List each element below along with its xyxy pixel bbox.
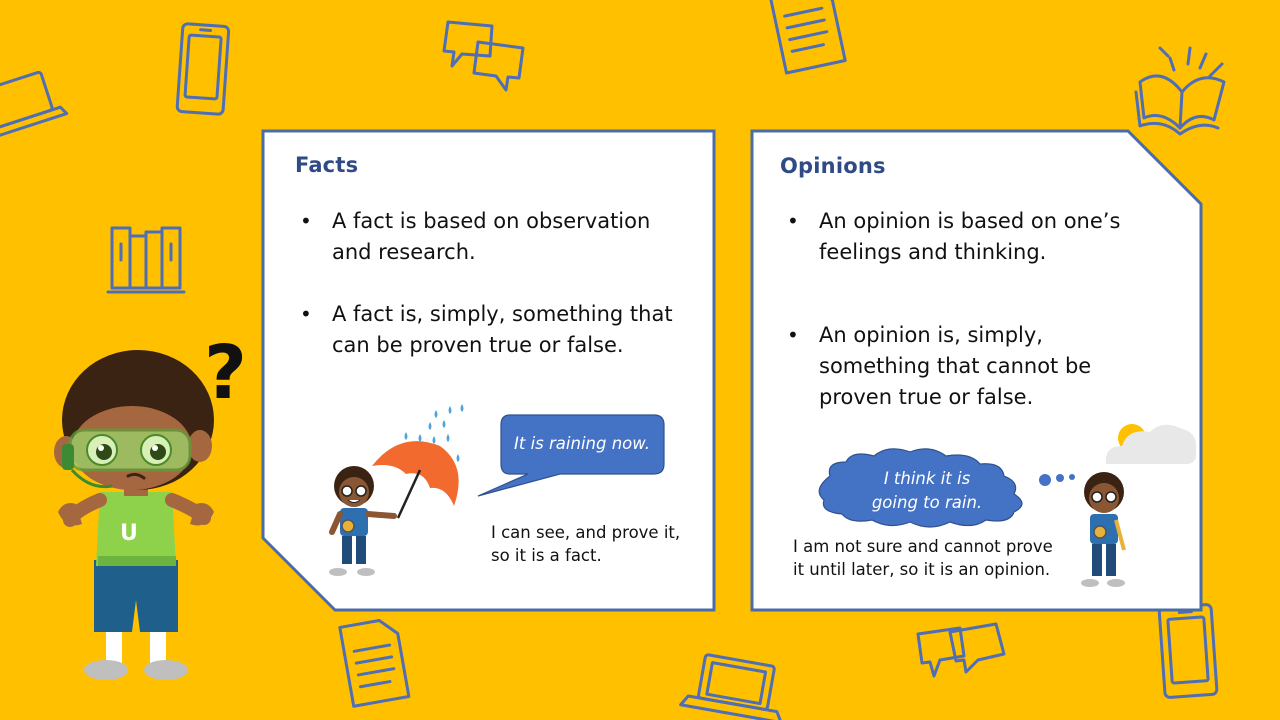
tablet-icon bbox=[175, 22, 231, 116]
laptop-icon bbox=[0, 70, 69, 141]
opinions-caption-line-1: I am not sure and cannot prove bbox=[793, 537, 1053, 556]
thought-cloud-text: I think it is going to rain. bbox=[842, 467, 1012, 515]
opinions-caption: I am not sure and cannot prove it until … bbox=[793, 535, 1073, 581]
opinions-title: Opinions bbox=[780, 154, 886, 178]
speech-bubble bbox=[477, 414, 665, 497]
thinking-boy-character bbox=[1081, 472, 1126, 587]
speech-bubble-text: It is raining now. bbox=[514, 434, 650, 453]
document-icon bbox=[338, 618, 411, 708]
facts-caption-line-1: I can see, and prove it, bbox=[491, 523, 681, 542]
opinions-caption-line-2: it until later, so it is an opinion. bbox=[793, 560, 1051, 579]
thought-dots bbox=[1039, 474, 1075, 486]
raindrops bbox=[404, 404, 464, 462]
facts-caption: I can see, and prove it, so it is a fact… bbox=[491, 521, 701, 567]
document-icon bbox=[768, 0, 847, 75]
books-icon bbox=[106, 226, 186, 294]
sun-cloud-icon bbox=[1105, 424, 1197, 464]
opinions-bullet-2: An opinion is, simply, something that ca… bbox=[783, 320, 1133, 413]
facts-bullet-2: A fact is, simply, something that can be… bbox=[296, 299, 686, 361]
chat-bubbles-icon bbox=[916, 622, 1006, 678]
chat-bubbles-icon bbox=[442, 20, 525, 92]
umbrella-icon bbox=[372, 441, 459, 519]
facts-title: Facts bbox=[295, 153, 359, 177]
thought-line-2: going to rain. bbox=[871, 493, 983, 512]
open-book-icon bbox=[1134, 46, 1226, 136]
opinions-bullet-list: An opinion is based on one’s feelings an… bbox=[783, 206, 1133, 413]
opinions-bullet-1: An opinion is based on one’s feelings an… bbox=[783, 206, 1133, 268]
laptop-icon bbox=[679, 653, 783, 720]
boy-character bbox=[329, 466, 397, 576]
thought-cloud bbox=[818, 448, 1023, 528]
facts-bullet-list: A fact is based on observation and resea… bbox=[296, 206, 686, 361]
svg-text:U: U bbox=[120, 521, 138, 546]
facts-caption-line-2: so it is a fact. bbox=[491, 546, 602, 565]
thought-line-1: I think it is bbox=[883, 469, 971, 488]
facts-bullet-1: A fact is based on observation and resea… bbox=[296, 206, 686, 268]
